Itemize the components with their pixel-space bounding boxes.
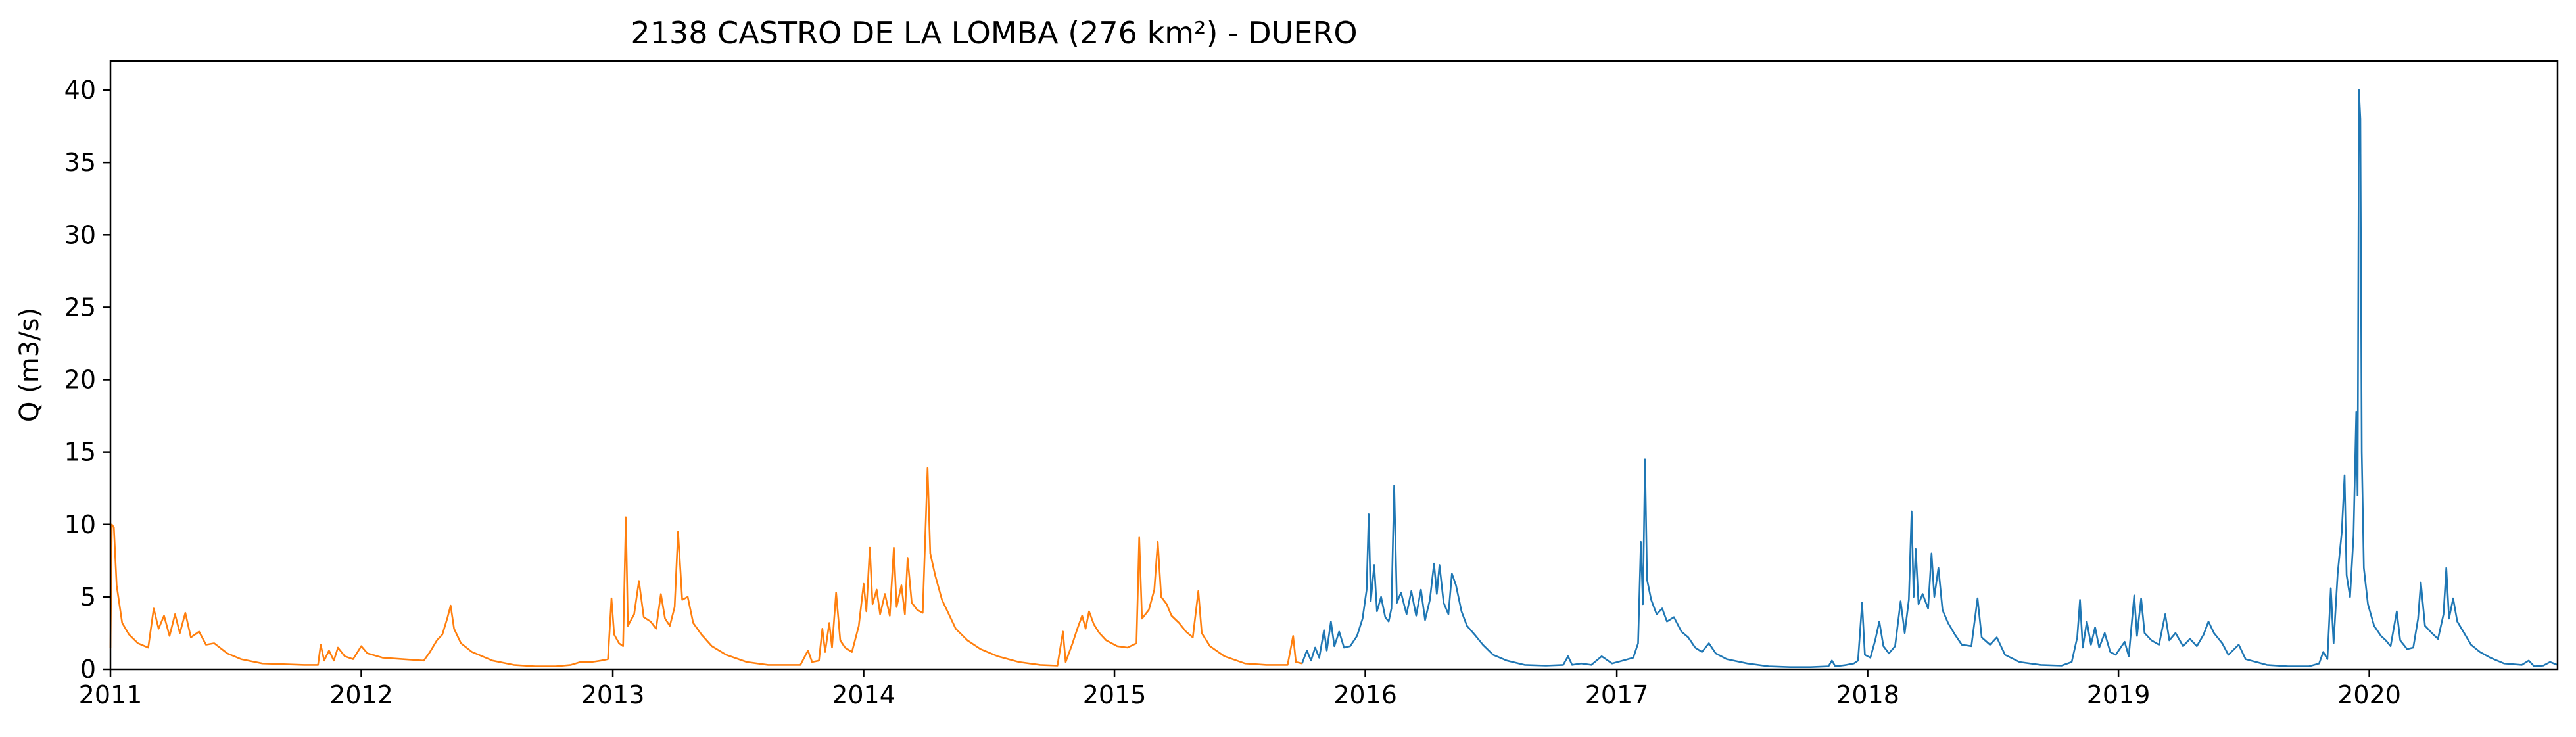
- y-tick-label: 40: [64, 76, 96, 105]
- y-tick-label: 0: [80, 655, 96, 684]
- y-tick-label: 30: [64, 220, 96, 249]
- x-tick-label: 2016: [1333, 680, 1397, 709]
- x-tick-label: 2017: [1585, 680, 1649, 709]
- x-tick-label: 2012: [329, 680, 393, 709]
- y-axis-label: Q (m3/s): [14, 308, 45, 422]
- series-line-0: [109, 467, 1302, 667]
- x-tick-label: 2013: [581, 680, 645, 709]
- x-tick-label: 2018: [1836, 680, 1899, 709]
- y-tick-label: 5: [80, 582, 96, 611]
- y-tick-label: 20: [64, 366, 96, 394]
- x-tick-label: 2020: [2337, 680, 2401, 709]
- tick-layer: 2011 2012 2013 2014 2015 2016 2017 2018 2019 2020…: [64, 76, 2401, 709]
- x-tick-label: 2014: [832, 680, 895, 709]
- y-tick-label: 10: [64, 510, 96, 539]
- series-layer: [109, 89, 2558, 668]
- x-tick-label: 2019: [2087, 680, 2151, 709]
- plot-frame: [109, 60, 2559, 671]
- y-tick-label: 35: [64, 148, 96, 177]
- y-tick-label: 15: [64, 438, 96, 467]
- y-tick-label: 25: [64, 293, 96, 321]
- chart-title: 2138 CASTRO DE LA LOMBA (276 km²) - DUER…: [631, 15, 1357, 51]
- series-line-1: [1301, 89, 2558, 668]
- x-tick-label: 2011: [79, 680, 143, 709]
- x-tick-label: 2015: [1083, 680, 1147, 709]
